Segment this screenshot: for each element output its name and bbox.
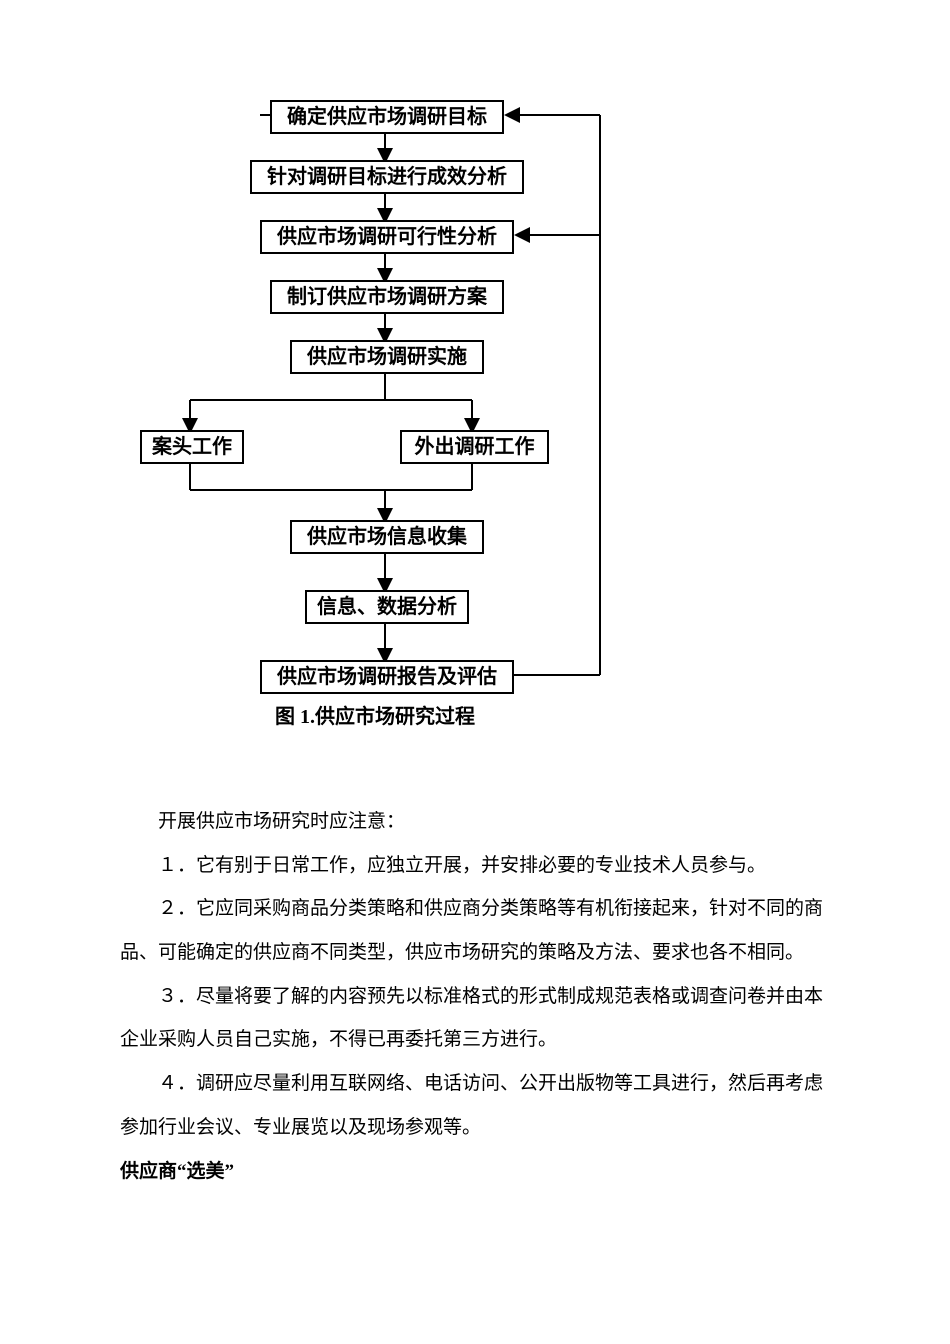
- flow-node-6a: 案头工作: [140, 430, 244, 464]
- flow-node-8-label: 信息、数据分析: [317, 596, 457, 618]
- flow-node-2: 针对调研目标进行成效分析: [250, 160, 524, 194]
- flow-node-4-label: 制订供应市场调研方案: [287, 286, 487, 308]
- flow-node-5: 供应市场调研实施: [290, 340, 484, 374]
- flow-node-9: 供应市场调研报告及评估: [260, 660, 514, 694]
- flow-node-3: 供应市场调研可行性分析: [260, 220, 514, 254]
- flow-node-6b-label: 外出调研工作: [415, 436, 535, 458]
- flow-node-7: 供应市场信息收集: [290, 520, 484, 554]
- flow-node-5-label: 供应市场调研实施: [307, 346, 467, 368]
- flow-node-2-label: 针对调研目标进行成效分析: [267, 166, 507, 188]
- flowchart-diagram: 确定供应市场调研目标 针对调研目标进行成效分析 供应市场调研可行性分析 制订供应…: [140, 100, 840, 770]
- text-intro: 开展供应市场研究时应注意：: [120, 800, 830, 844]
- text-p2: ２．它应同采购商品分类策略和供应商分类策略等有机衔接起来，针对不同的商品、可能确…: [120, 887, 830, 974]
- body-text: 开展供应市场研究时应注意： １．它有别于日常工作，应独立开展，并安排必要的专业技…: [120, 800, 830, 1193]
- text-p3: ３．尽量将要了解的内容预先以标准格式的形式制成规范表格或调查问卷并由本企业采购人…: [120, 975, 830, 1062]
- flow-node-4: 制订供应市场调研方案: [270, 280, 504, 314]
- text-p4: ４．调研应尽量利用互联网络、电话访问、公开出版物等工具进行，然后再考虑参加行业会…: [120, 1062, 830, 1149]
- text-heading: 供应商“选美”: [120, 1150, 830, 1194]
- flow-node-7-label: 供应市场信息收集: [307, 526, 467, 548]
- flow-node-1-label: 确定供应市场调研目标: [287, 106, 487, 128]
- flow-node-9-label: 供应市场调研报告及评估: [277, 666, 497, 688]
- flow-node-3-label: 供应市场调研可行性分析: [277, 226, 497, 248]
- page: 确定供应市场调研目标 针对调研目标进行成效分析 供应市场调研可行性分析 制订供应…: [0, 100, 950, 1193]
- text-p1: １．它有别于日常工作，应独立开展，并安排必要的专业技术人员参与。: [120, 844, 830, 888]
- flow-node-6a-label: 案头工作: [152, 436, 232, 458]
- flow-node-6b: 外出调研工作: [400, 430, 549, 464]
- flow-node-8: 信息、数据分析: [305, 590, 469, 624]
- flowchart-caption: 图 1.供应市场研究过程: [275, 700, 475, 729]
- flow-node-1: 确定供应市场调研目标: [270, 100, 504, 134]
